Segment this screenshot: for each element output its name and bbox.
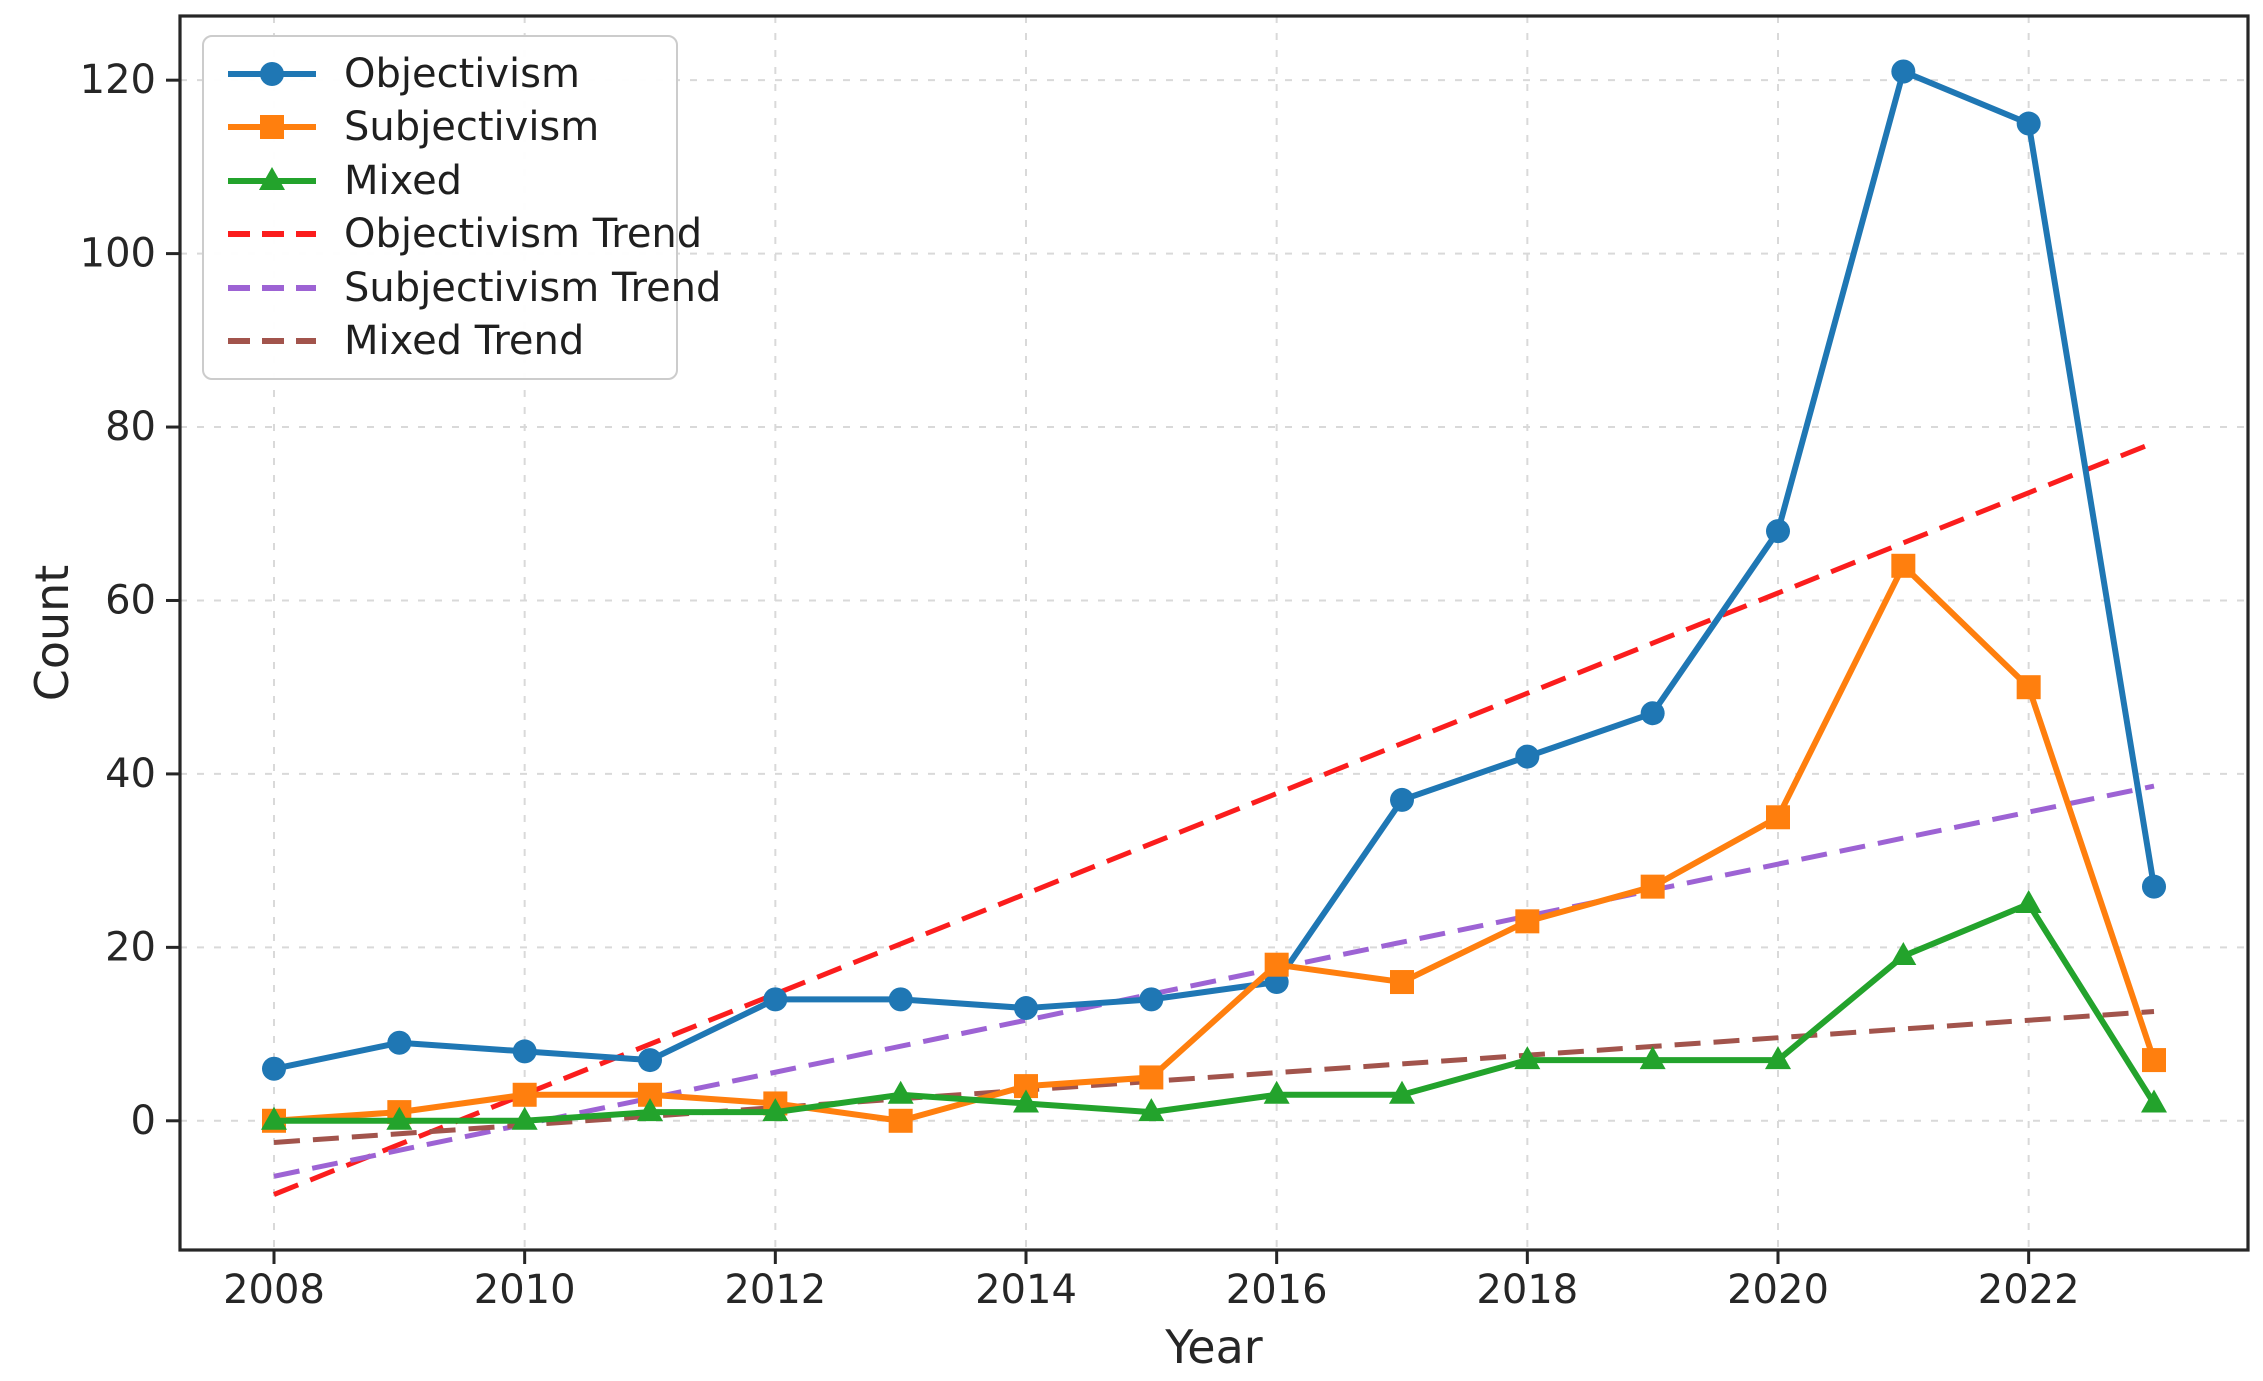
data-point-marker	[2142, 1048, 2166, 1073]
data-point-marker	[763, 987, 788, 1012]
data-point-marker	[511, 1106, 538, 1130]
legend-item-mixed: Mixed	[226, 154, 676, 207]
y-tick-label: 120	[80, 57, 156, 103]
data-point-marker	[2015, 889, 2042, 913]
x-axis-title: Year	[1165, 1320, 1263, 1374]
legend-label: Subjectivism	[344, 104, 600, 151]
legend-label: Mixed Trend	[344, 318, 585, 365]
data-point-marker	[2016, 111, 2041, 136]
plot-frame	[178, 14, 2250, 1252]
data-point-marker	[2016, 675, 2041, 700]
data-point-marker	[888, 987, 913, 1012]
data-point-marker	[261, 1106, 287, 1130]
data-point-marker	[1515, 909, 1540, 934]
x-tick-label: 2016	[1226, 1267, 1328, 1313]
data-point-marker	[888, 1108, 913, 1133]
legend-swatch-objectivism	[226, 54, 318, 94]
data-point-marker	[1389, 1080, 1415, 1104]
data-point-marker	[1639, 1046, 1666, 1070]
legend-swatch-mixed	[226, 161, 318, 201]
data-point-marker	[1765, 1046, 1791, 1070]
data-point-marker	[387, 1030, 412, 1055]
x-tick-label: 2020	[1727, 1267, 1829, 1313]
data-point-marker	[1263, 1080, 1290, 1104]
data-point-marker	[637, 1098, 663, 1122]
x-tick-label: 2022	[1978, 1267, 2080, 1313]
trend-line-mixed-trend	[273, 1009, 2155, 1145]
legend-item-subjectivism: Subjectivism	[226, 101, 676, 154]
legend-swatch-subjectivism-trend	[226, 268, 318, 308]
series-line-mixed	[271, 900, 2157, 1124]
legend-swatch-objectivism-trend	[226, 214, 318, 254]
x-tick-label: 2014	[975, 1267, 1077, 1313]
trend-line-subjectivism-trend	[273, 783, 2155, 1179]
data-point-marker	[1890, 942, 1917, 966]
data-point-marker	[638, 1048, 662, 1073]
data-point-marker	[1515, 744, 1540, 769]
data-point-marker	[1891, 553, 1916, 578]
data-point-marker	[512, 1039, 537, 1064]
y-tick-label: 0	[131, 1098, 156, 1144]
legend-swatch-mixed-trend	[226, 321, 318, 361]
data-point-marker	[887, 1080, 914, 1104]
data-point-marker	[1766, 805, 1790, 830]
data-point-marker	[1891, 59, 1916, 84]
legend-label: Subjectivism Trend	[344, 264, 722, 311]
x-tick-label: 2008	[223, 1267, 325, 1313]
data-point-marker	[262, 1056, 286, 1081]
data-point-marker	[2142, 874, 2166, 899]
legend-label: Objectivism Trend	[344, 211, 703, 258]
y-tick-label: 20	[105, 924, 156, 970]
data-point-marker	[1514, 1046, 1541, 1070]
x-tick-label: 2012	[724, 1267, 826, 1313]
data-point-marker	[762, 1098, 789, 1122]
y-tick-label: 80	[105, 404, 156, 450]
legend-label: Mixed	[344, 157, 463, 204]
legend-label: Objectivism	[344, 50, 580, 97]
y-tick-label: 40	[105, 751, 156, 797]
legend-item-mixed-trend: Mixed Trend	[226, 315, 676, 368]
legend-item-subjectivism-trend: Subjectivism Trend	[226, 261, 721, 314]
data-point-marker	[386, 1106, 413, 1130]
trend-line-objectivism-trend	[273, 440, 2155, 1197]
data-point-marker	[1390, 787, 1414, 812]
data-point-marker	[1640, 874, 1665, 899]
data-point-marker	[1014, 996, 1038, 1021]
data-point-marker	[1013, 1089, 1039, 1113]
data-point-marker	[1640, 701, 1665, 726]
data-point-marker	[1138, 1098, 1165, 1122]
data-point-marker	[1139, 1065, 1164, 1090]
y-tick-label: 100	[80, 231, 156, 277]
data-point-marker	[1264, 952, 1289, 977]
legend-item-objectivism: Objectivism	[226, 47, 676, 100]
data-point-marker	[2141, 1089, 2167, 1113]
series-line-subjectivism	[271, 562, 2157, 1124]
series-line-objectivism	[271, 68, 2157, 1072]
data-point-marker	[1139, 987, 1164, 1012]
x-tick-label: 2018	[1476, 1267, 1578, 1313]
data-point-marker	[1390, 970, 1414, 995]
x-tick-label: 2010	[474, 1267, 576, 1313]
legend: Objectivism Subjectivism Mixed Objectivism …	[202, 35, 721, 380]
legend-item-objectivism-trend: Objectivism Trend	[226, 208, 702, 261]
data-point-marker	[512, 1082, 537, 1107]
legend-swatch-subjectivism	[226, 107, 318, 147]
y-tick-label: 60	[105, 577, 156, 623]
data-point-marker	[1766, 519, 1790, 544]
y-axis-title: Count	[25, 564, 79, 702]
